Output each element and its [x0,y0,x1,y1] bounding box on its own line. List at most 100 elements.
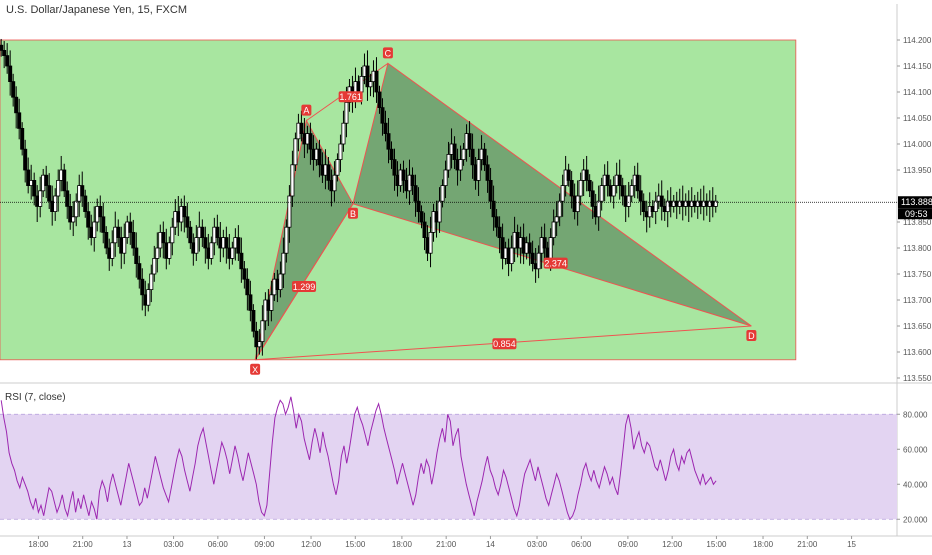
candle-body [224,237,229,249]
candle [482,142,487,172]
candle [458,145,463,181]
candle-body [422,221,427,239]
candle [23,139,28,183]
candle-body [569,179,574,197]
candle-body [587,179,592,192]
candle-body [536,252,541,270]
candle [542,223,547,259]
candle-body [71,216,76,223]
candle [131,219,136,256]
candle-body [131,231,136,249]
candle-body [359,76,364,93]
candle [383,110,388,142]
candle-body [281,252,286,275]
candle-body [494,216,499,228]
candle [146,283,151,312]
candle [635,162,640,199]
time-tick-label: 09:00 [254,540,275,549]
candle-body [251,309,256,332]
candle [236,225,241,261]
candle [713,194,718,213]
candle-body [557,200,562,218]
candle-body [413,185,418,202]
candle [596,185,601,231]
candle [626,181,631,218]
candle-body [578,179,583,197]
time-tick-label: 21:00 [73,540,94,549]
candle-body [551,221,556,239]
candle-body [476,159,481,181]
time-tick-label: 03:00 [527,540,548,549]
candle-body [461,148,466,160]
candle-body [188,226,193,244]
candle-body [83,195,88,213]
candle-body [200,226,205,238]
candle-body [530,252,535,264]
candle-body [254,330,259,348]
price-tick-label: 113.650 [903,322,932,331]
candle-body [86,211,91,228]
candle [368,73,373,97]
candle-body [626,195,631,207]
candle [209,236,214,265]
candle [536,245,541,279]
candle [419,205,424,229]
candle-body [437,200,442,223]
candle [569,171,574,209]
candle-body [620,185,625,197]
candle [587,174,592,198]
candle [389,141,394,169]
time-tick-label: 18:00 [753,540,774,549]
candle [380,98,385,136]
candle [527,233,532,266]
countdown-label: 09:53 [905,209,928,219]
time-tick-label: 12:00 [301,540,322,549]
candle-body [62,169,67,192]
current-price-label: 113.888 [901,197,932,207]
candle [8,50,13,96]
candle [161,221,166,259]
candle-body [245,278,250,296]
candle [167,236,172,265]
candle [332,161,337,202]
candle [26,157,31,194]
candle-body [203,237,208,249]
candle-body [161,231,166,244]
candle-body [155,247,160,259]
price-tick-label: 113.600 [903,348,932,357]
time-tick-label: 09:00 [618,540,639,549]
point-label-b-box [347,207,358,219]
candle [638,175,643,216]
candle-body [389,148,394,160]
candle-body [659,195,664,207]
candle-body [239,252,244,270]
candle [134,232,139,278]
candle [188,220,193,250]
candle [281,237,286,289]
candle-body [215,226,220,238]
price-tick-label: 114.200 [903,36,932,45]
rsi-band [0,414,897,520]
candle [530,240,535,272]
candle-body [542,237,547,249]
candle [203,226,208,264]
candle-body [56,179,61,197]
candle-body [566,169,571,181]
candle-body [116,226,121,238]
candle [443,160,448,199]
candle-body [599,185,604,202]
candle [620,177,625,206]
candle-body [38,190,43,207]
candle-body [68,205,73,223]
candle-body [128,221,133,233]
candle [53,188,58,221]
candle [584,155,589,192]
candle-body [248,294,253,311]
point-label-c-box [382,47,393,59]
candle [629,179,634,203]
candle [71,201,76,237]
candle [491,185,496,231]
candle-body [428,231,433,254]
candle-body [338,143,343,161]
